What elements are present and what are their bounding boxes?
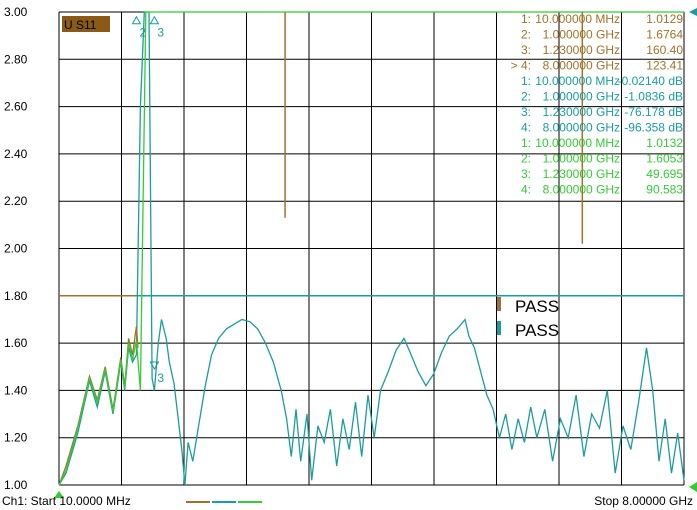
pass-label-brown: PASS	[515, 297, 559, 316]
trace-green	[58, 11, 684, 486]
marker-table-value: -1.0836 dB	[624, 90, 683, 104]
y-tick-label: 1.80	[4, 289, 28, 303]
y-tick-label: 1.40	[4, 383, 28, 397]
marker-table-id: 1:	[521, 74, 531, 88]
graph-marker-label: 2	[139, 26, 146, 40]
marker-table-id: 3:	[521, 43, 531, 57]
marker-table-value: 1.0129	[646, 12, 683, 26]
marker-table-id: 3:	[521, 167, 531, 181]
marker-table-value: 123.41	[646, 59, 683, 73]
grid	[58, 11, 685, 486]
marker-table-frequency: 10.000000 MHz	[535, 74, 620, 88]
marker-table-id: > 4:	[511, 59, 531, 73]
graph-marker-icon	[131, 15, 142, 25]
marker-table-frequency: 10.000000 MHz	[535, 12, 620, 26]
y-axis-ticks: 3.00 2.80 2.60 2.40 2.20 2.00 1.80 1.60 1.40 1.20…	[4, 5, 28, 492]
marker-table-frequency: 1.230000 GHz	[543, 167, 620, 181]
trace-label-box	[62, 16, 110, 32]
y-tick-label: 2.20	[4, 194, 28, 208]
marker-table: 1: 10.000000 MHz 1.0129 2: 1.000000 GHz 1.676…	[511, 12, 684, 197]
marker-table-id: 3:	[521, 105, 531, 119]
marker-table-id: 1:	[521, 136, 531, 150]
marker-table-value: 1.6764	[646, 28, 683, 42]
graph-marker-label: 3	[157, 371, 164, 385]
pass-indicator-brown	[497, 297, 501, 311]
graph-marker-label: 3	[157, 26, 164, 40]
marker-table-value: 160.40	[646, 43, 683, 57]
y-tick-label: 2.60	[4, 100, 28, 114]
pass-label-teal: PASS	[515, 321, 559, 340]
y-tick-label: 3.00	[4, 5, 28, 19]
marker-table-frequency: 8.000000 GHz	[543, 183, 620, 197]
graph-marker-icon	[149, 15, 160, 25]
trace-label: U S11	[64, 18, 97, 32]
marker-table-frequency: 1.230000 GHz	[543, 43, 620, 57]
marker-table-value: 90.583	[646, 183, 683, 197]
pass-indicator-teal	[497, 321, 501, 335]
graph-markers: 2 33	[131, 15, 164, 385]
marker-table-value: -0.02140 dB	[618, 74, 683, 88]
marker-table-frequency: 1.000000 GHz	[543, 90, 620, 104]
marker-table-frequency: 1.000000 GHz	[543, 152, 620, 166]
marker-table-frequency: 8.000000 GHz	[543, 59, 620, 73]
marker-table-frequency: 8.000000 GHz	[543, 121, 620, 135]
marker-table-id: 1:	[521, 12, 531, 26]
marker-table-id: 4:	[521, 183, 531, 197]
traces	[58, 11, 685, 486]
stop-marker-icon	[689, 482, 697, 492]
y-tick-label: 1.00	[4, 478, 28, 492]
marker-table-id: 2:	[521, 90, 531, 104]
marker-table-frequency: 10.000000 MHz	[535, 136, 620, 150]
y-tick-label: 1.60	[4, 336, 28, 350]
marker-table-value: 1.6053	[646, 152, 683, 166]
marker-table-value: -76.178 dB	[624, 105, 683, 119]
marker-table-value: -96.358 dB	[624, 121, 683, 135]
start-marker-icon	[54, 491, 64, 498]
y-tick-label: 2.80	[4, 52, 28, 66]
stop-frequency: Stop 8.00000 GHz	[594, 494, 693, 508]
marker-table-id: 2:	[521, 152, 531, 166]
start-frequency: Ch1: Start 10.0000 MHz	[2, 494, 131, 508]
marker-table-frequency: 1.230000 GHz	[543, 105, 620, 119]
y-tick-label: 2.00	[4, 242, 28, 256]
graph-marker-icon	[149, 361, 160, 371]
marker-table-value: 49.695	[646, 167, 683, 181]
marker-table-frequency: 1.000000 GHz	[543, 28, 620, 42]
marker-table-id: 4:	[521, 121, 531, 135]
marker-table-id: 2:	[521, 28, 531, 42]
y-tick-label: 1.20	[4, 431, 28, 445]
marker-table-value: 1.0132	[646, 136, 683, 150]
ref-marker-icon	[689, 8, 697, 16]
trace-teal	[58, 11, 685, 486]
y-tick-label: 2.40	[4, 147, 28, 161]
